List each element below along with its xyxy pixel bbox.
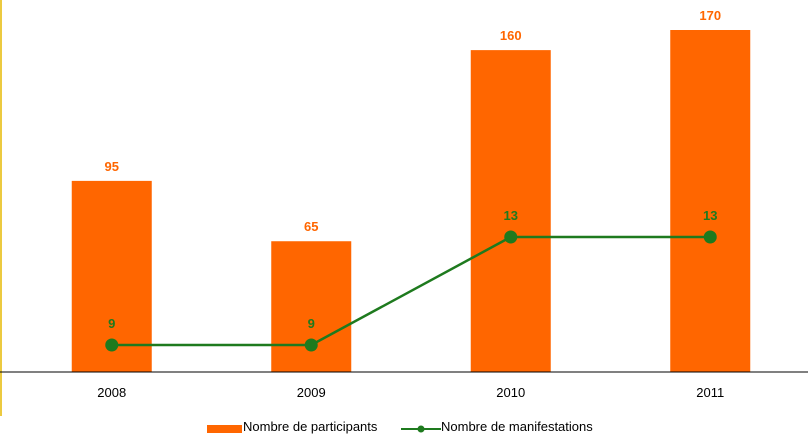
line-labels: 9 9 13 13 (108, 208, 717, 331)
x-tick-2009: 2009 (297, 385, 326, 400)
bar-value-label-2011: 170 (699, 8, 721, 23)
x-tick-2010: 2010 (496, 385, 525, 400)
x-tick-2011: 2011 (696, 385, 724, 400)
x-tick-2008: 2008 (97, 385, 126, 400)
line-value-label-2009: 9 (308, 316, 315, 331)
legend-line-marker (417, 425, 425, 433)
legend: Nombre de participants Nombre de manifes… (207, 419, 593, 434)
bar-2010 (470, 50, 551, 372)
bar-series (71, 30, 751, 372)
line-point-2010 (504, 230, 518, 244)
line-value-label-2011: 13 (703, 208, 717, 223)
line-point-2009 (304, 338, 318, 352)
line-value-label-2010: 13 (504, 208, 518, 223)
legend-bar-label: Nombre de participants (243, 419, 378, 434)
line-point-2008 (105, 338, 119, 352)
line-point-2011 (703, 230, 717, 244)
bar-value-label-2008: 95 (105, 159, 119, 174)
bar-labels: 95 65 160 170 (105, 8, 722, 234)
line-series (105, 230, 717, 352)
bar-2011 (670, 30, 751, 372)
x-tick-labels: 2008 2009 2010 2011 (97, 385, 724, 400)
legend-line-label: Nombre de manifestations (441, 419, 593, 434)
bar-value-label-2009: 65 (304, 219, 318, 234)
line-path (111, 235, 711, 347)
line-value-label-2008: 9 (108, 316, 115, 331)
bar-value-label-2010: 160 (500, 28, 522, 43)
bar-2009 (271, 241, 352, 372)
legend-bar-swatch (207, 425, 242, 433)
